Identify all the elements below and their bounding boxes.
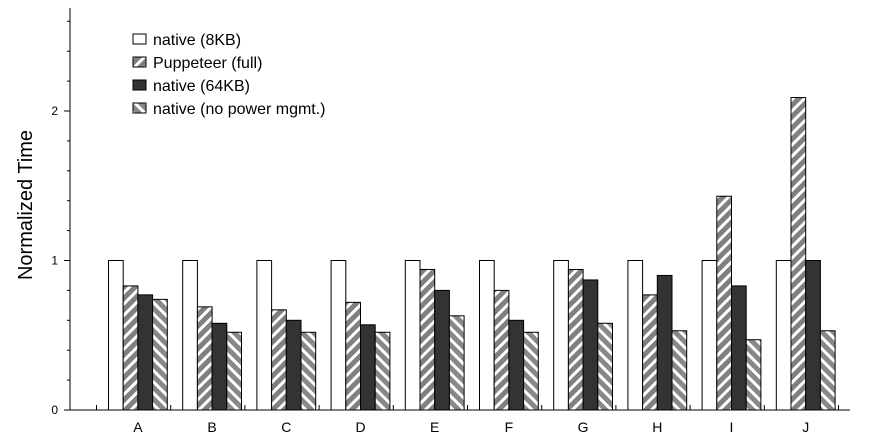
legend-label-1: native (8KB) — [153, 32, 241, 49]
x-tick-label: A — [133, 419, 143, 435]
bar-H-series-3 — [656, 274, 673, 411]
y-axis: 0 1 2 — [51, 8, 71, 417]
legend-swatch-4 — [132, 102, 147, 114]
y-tick-label: 2 — [51, 104, 58, 118]
bar-C-series-1 — [256, 260, 273, 411]
bar-J-series-3 — [805, 260, 821, 411]
x-tick-label: G — [578, 419, 589, 435]
x-tick-label: E — [430, 419, 439, 435]
bar-B-series-4 — [226, 331, 243, 411]
bar-A-series-2 — [122, 285, 139, 411]
bar-E-series-2 — [419, 268, 436, 411]
bar-D-series-1 — [330, 260, 347, 411]
y-axis-label: Normalized Time — [15, 130, 37, 280]
legend-swatch-1 — [132, 33, 147, 45]
bar-D-series-3 — [360, 324, 376, 411]
y-tick-label: 0 — [51, 403, 58, 417]
x-tick-label: D — [355, 419, 365, 435]
legend-swatch-3 — [132, 79, 147, 91]
bar-I-series-3 — [731, 285, 747, 411]
bar-D-series-4 — [374, 331, 391, 411]
bar-B-series-2 — [196, 306, 213, 411]
bar-C-series-2 — [271, 309, 287, 411]
y-tick-label: 1 — [51, 254, 58, 268]
bar-J-series-1 — [775, 260, 792, 411]
bar-E-series-4 — [448, 315, 465, 411]
bar-C-series-3 — [285, 319, 302, 411]
bar-B-series-3 — [211, 322, 228, 411]
plot-area — [108, 97, 836, 411]
legend-label-3: native (64KB) — [153, 78, 250, 95]
bar-F-series-4 — [523, 331, 539, 411]
bar-I-series-2 — [716, 195, 732, 411]
bar-C-series-4 — [300, 331, 317, 411]
x-tick-label: I — [730, 419, 734, 435]
bar-E-series-3 — [434, 289, 450, 411]
bar-F-series-3 — [508, 319, 525, 411]
bar-G-series-4 — [597, 322, 613, 411]
bar-E-series-1 — [404, 260, 421, 411]
bar-H-series-4 — [671, 330, 688, 411]
bar-F-series-1 — [479, 260, 495, 411]
legend: native (8KB) Puppeteer (full) native (64KB… — [132, 32, 326, 118]
legend-swatch-2 — [132, 56, 147, 68]
legend-label-4: native (no power mgmt.) — [153, 101, 326, 118]
x-tick-label: F — [505, 419, 514, 435]
x-tick-label: C — [281, 419, 291, 435]
bar-F-series-2 — [493, 289, 510, 411]
x-tick-label: J — [802, 419, 809, 435]
bar-J-series-4 — [819, 330, 836, 411]
bar-A-series-3 — [137, 294, 154, 411]
bar-A-series-4 — [152, 298, 168, 411]
bar-A-series-1 — [108, 260, 124, 411]
bar-H-series-2 — [642, 294, 658, 411]
bar-I-series-4 — [745, 339, 762, 411]
x-axis: A B C D E F G H I J — [70, 405, 850, 435]
bar-D-series-2 — [345, 301, 361, 411]
bar-G-series-1 — [553, 260, 569, 411]
legend-label-2: Puppeteer (full) — [153, 55, 262, 72]
bar-H-series-1 — [627, 260, 644, 411]
bar-J-series-2 — [790, 97, 807, 411]
bar-B-series-1 — [182, 260, 198, 411]
bar-G-series-3 — [582, 279, 599, 411]
bar-G-series-2 — [567, 268, 584, 411]
bar-I-series-1 — [701, 260, 718, 411]
x-tick-label: H — [652, 419, 662, 435]
x-tick-label: B — [207, 419, 216, 435]
